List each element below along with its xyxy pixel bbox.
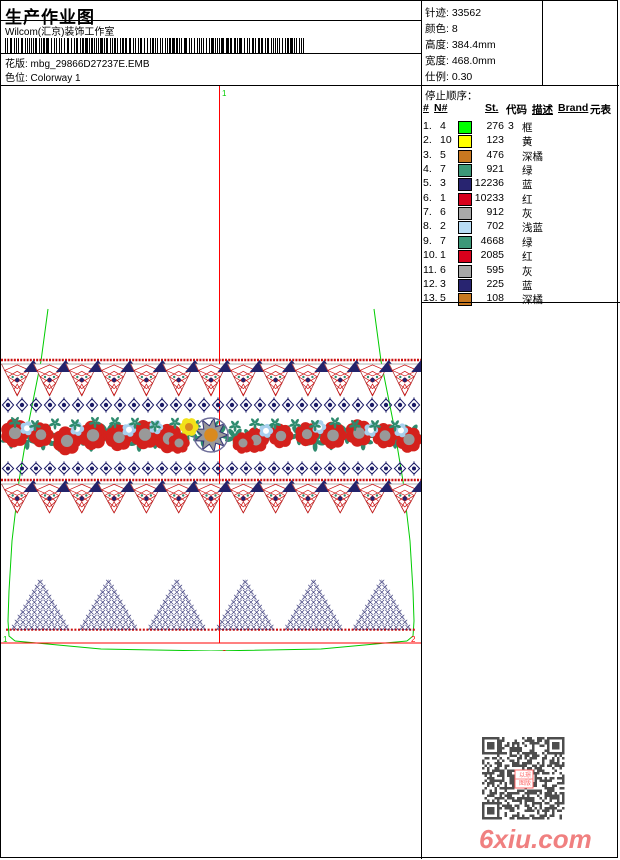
svg-text:以璟: 以璟 (519, 772, 531, 779)
svg-text:2: 2 (222, 649, 227, 651)
svg-text:1: 1 (3, 635, 8, 644)
svg-text:图版: 图版 (519, 779, 531, 787)
svg-text:1: 1 (222, 89, 227, 98)
svg-text:2: 2 (411, 635, 416, 644)
